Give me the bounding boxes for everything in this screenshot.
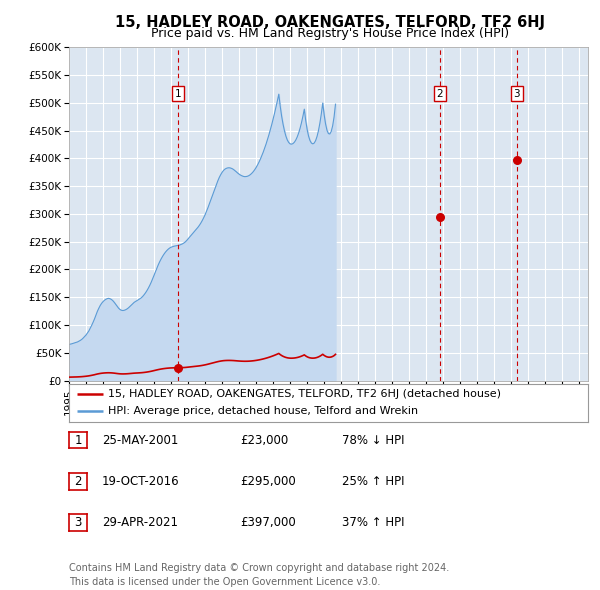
Text: 2: 2: [74, 475, 82, 488]
Text: 15, HADLEY ROAD, OAKENGATES, TELFORD, TF2 6HJ (detached house): 15, HADLEY ROAD, OAKENGATES, TELFORD, TF…: [108, 389, 501, 399]
Text: 2: 2: [437, 89, 443, 99]
Text: 29-APR-2021: 29-APR-2021: [102, 516, 178, 529]
Point: [435, 212, 445, 221]
Text: £295,000: £295,000: [240, 475, 296, 488]
Point: [173, 363, 182, 372]
Point: [512, 155, 521, 165]
Text: 1: 1: [175, 89, 181, 99]
Text: 3: 3: [514, 89, 520, 99]
Text: 25-MAY-2001: 25-MAY-2001: [102, 434, 178, 447]
Text: 3: 3: [74, 516, 82, 529]
Text: 19-OCT-2016: 19-OCT-2016: [102, 475, 179, 488]
Text: 15, HADLEY ROAD, OAKENGATES, TELFORD, TF2 6HJ: 15, HADLEY ROAD, OAKENGATES, TELFORD, TF…: [115, 15, 545, 30]
Text: 37% ↑ HPI: 37% ↑ HPI: [342, 516, 404, 529]
Text: £397,000: £397,000: [240, 516, 296, 529]
Text: 25% ↑ HPI: 25% ↑ HPI: [342, 475, 404, 488]
Text: 78% ↓ HPI: 78% ↓ HPI: [342, 434, 404, 447]
Text: Contains HM Land Registry data © Crown copyright and database right 2024.
This d: Contains HM Land Registry data © Crown c…: [69, 563, 449, 587]
Text: £23,000: £23,000: [240, 434, 288, 447]
Text: Price paid vs. HM Land Registry's House Price Index (HPI): Price paid vs. HM Land Registry's House …: [151, 27, 509, 40]
Text: 1: 1: [74, 434, 82, 447]
Text: HPI: Average price, detached house, Telford and Wrekin: HPI: Average price, detached house, Telf…: [108, 407, 418, 417]
